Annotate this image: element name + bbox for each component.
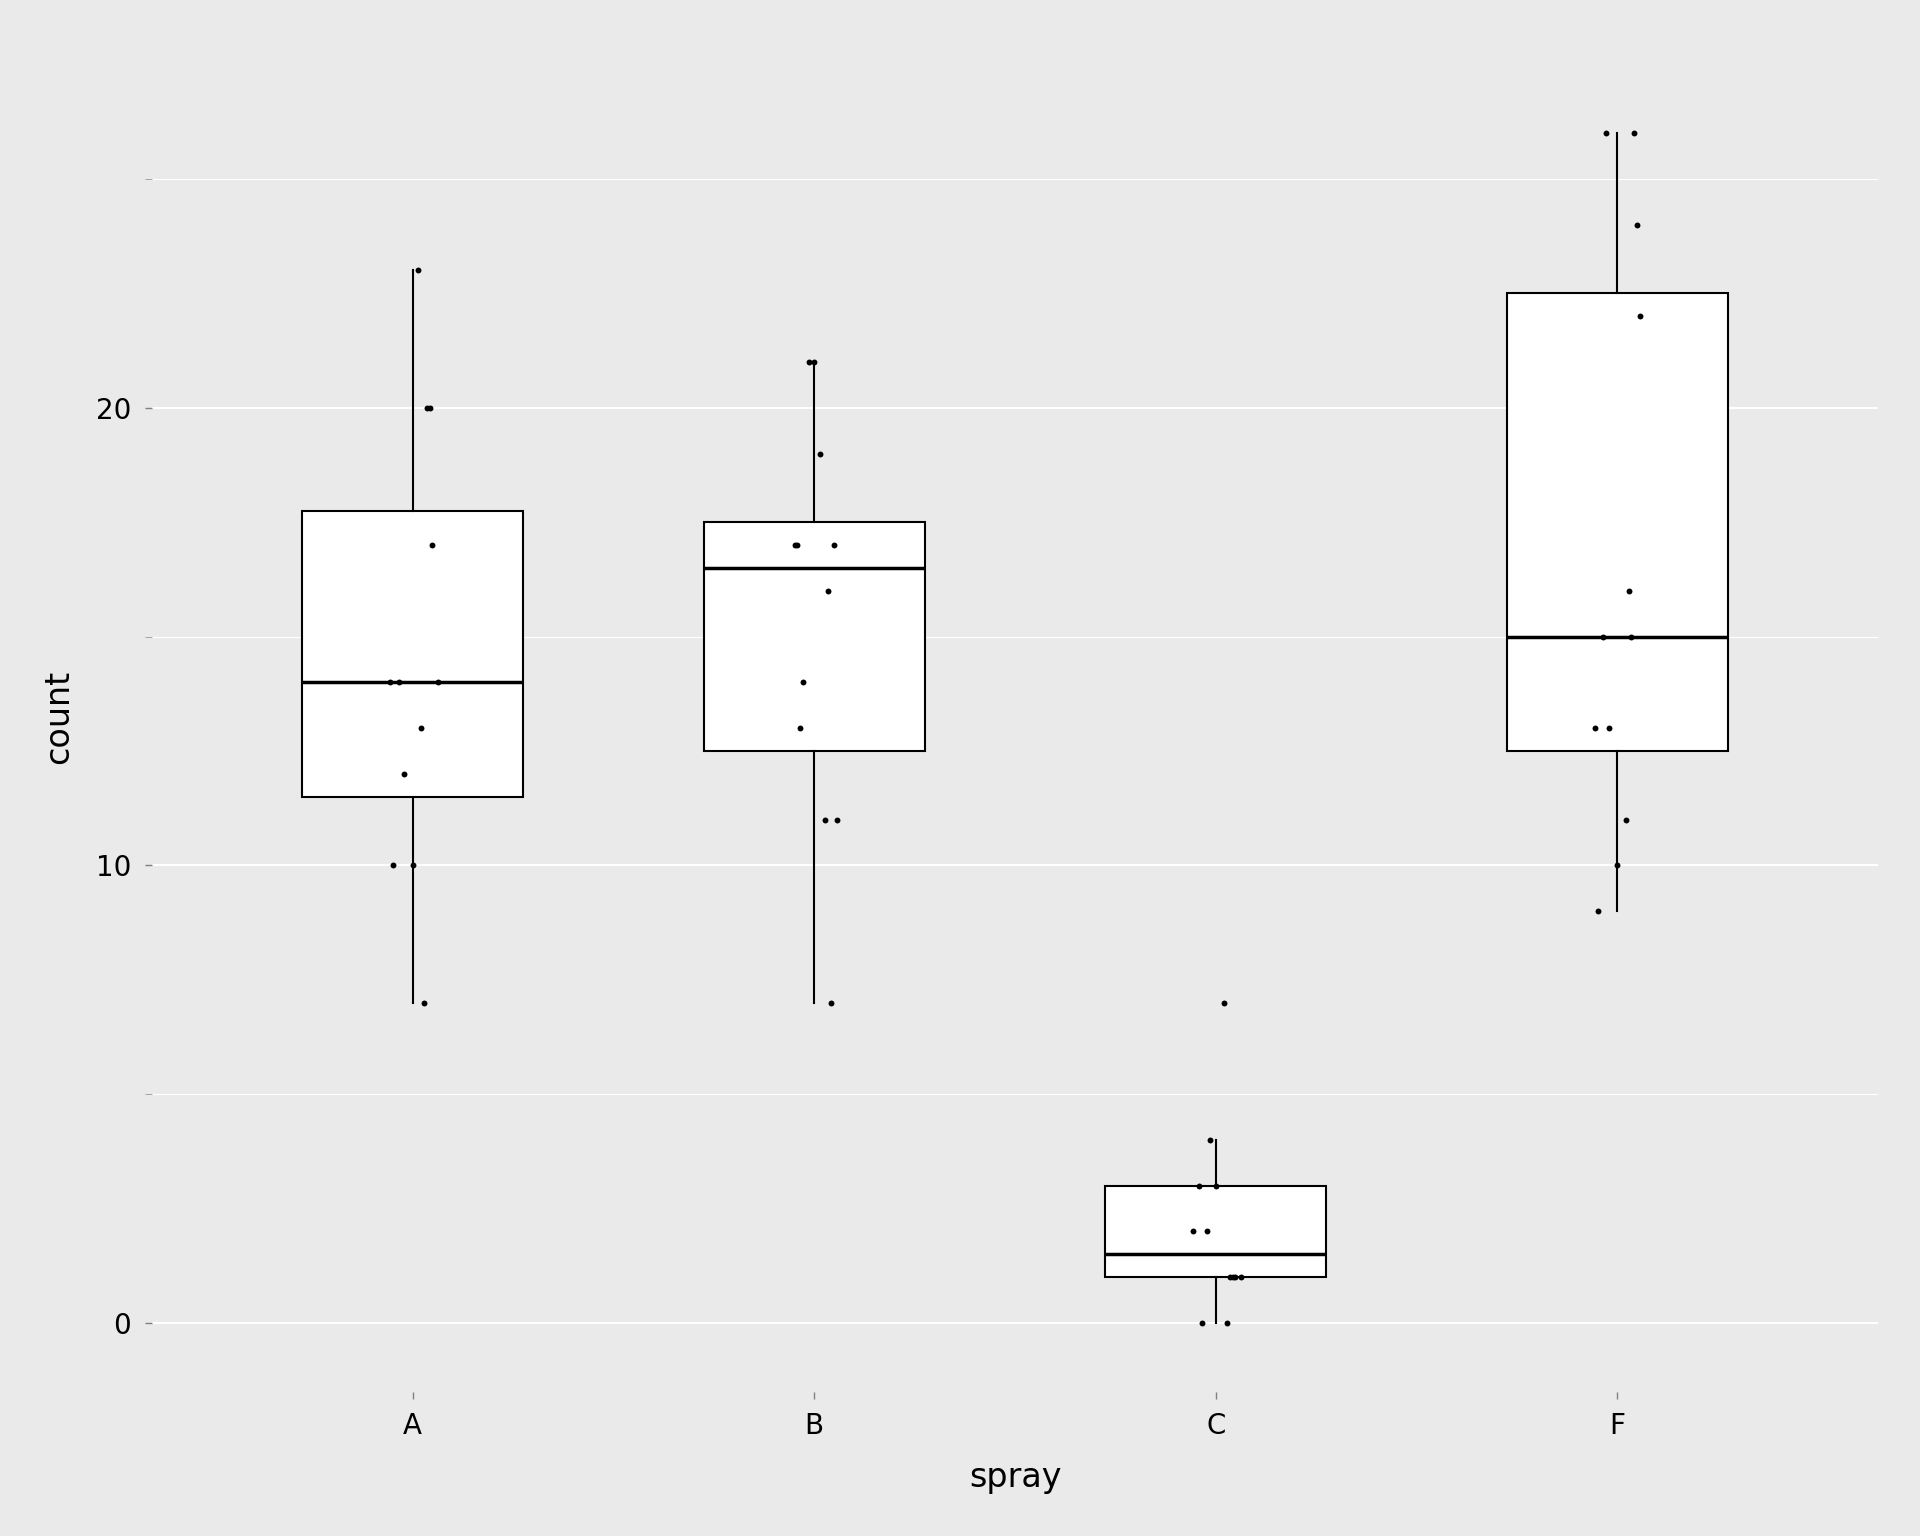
Point [1192,1220,1223,1244]
Point [799,350,829,375]
Point [397,852,428,877]
PathPatch shape [1106,1186,1327,1278]
Point [415,395,445,419]
Point [1594,716,1624,740]
Point [1187,1310,1217,1335]
Point [804,441,835,465]
Point [390,762,420,786]
PathPatch shape [301,511,522,797]
Point [1194,1127,1225,1152]
Point [1592,121,1622,146]
Point [1617,624,1647,648]
Point [409,991,440,1015]
Point [787,670,818,694]
Point [1611,808,1642,833]
Point [1200,1174,1231,1198]
Point [781,533,812,558]
Point [1580,716,1611,740]
Point [812,579,843,604]
Point [1619,121,1649,146]
Point [1183,1174,1213,1198]
Point [422,670,453,694]
PathPatch shape [1507,293,1728,751]
Point [1624,304,1655,329]
Point [1215,1266,1246,1290]
Point [1601,852,1632,877]
Point [780,533,810,558]
PathPatch shape [705,522,925,751]
Point [405,716,436,740]
Point [411,395,442,419]
Point [816,991,847,1015]
Point [793,350,824,375]
Point [417,533,447,558]
Point [374,670,405,694]
Point [1219,1266,1250,1290]
Y-axis label: count: count [42,670,75,763]
Point [1613,579,1644,604]
Point [1212,1310,1242,1335]
Point [1588,624,1619,648]
Point [1225,1266,1256,1290]
Point [384,670,415,694]
Point [378,852,409,877]
Point [785,716,816,740]
Point [1217,1266,1248,1290]
Point [1179,1220,1210,1244]
Point [810,808,841,833]
X-axis label: spray: spray [970,1461,1062,1495]
Point [1582,899,1613,923]
Point [403,258,434,283]
Point [818,533,849,558]
Point [1622,212,1653,237]
Point [1210,991,1240,1015]
Point [822,808,852,833]
